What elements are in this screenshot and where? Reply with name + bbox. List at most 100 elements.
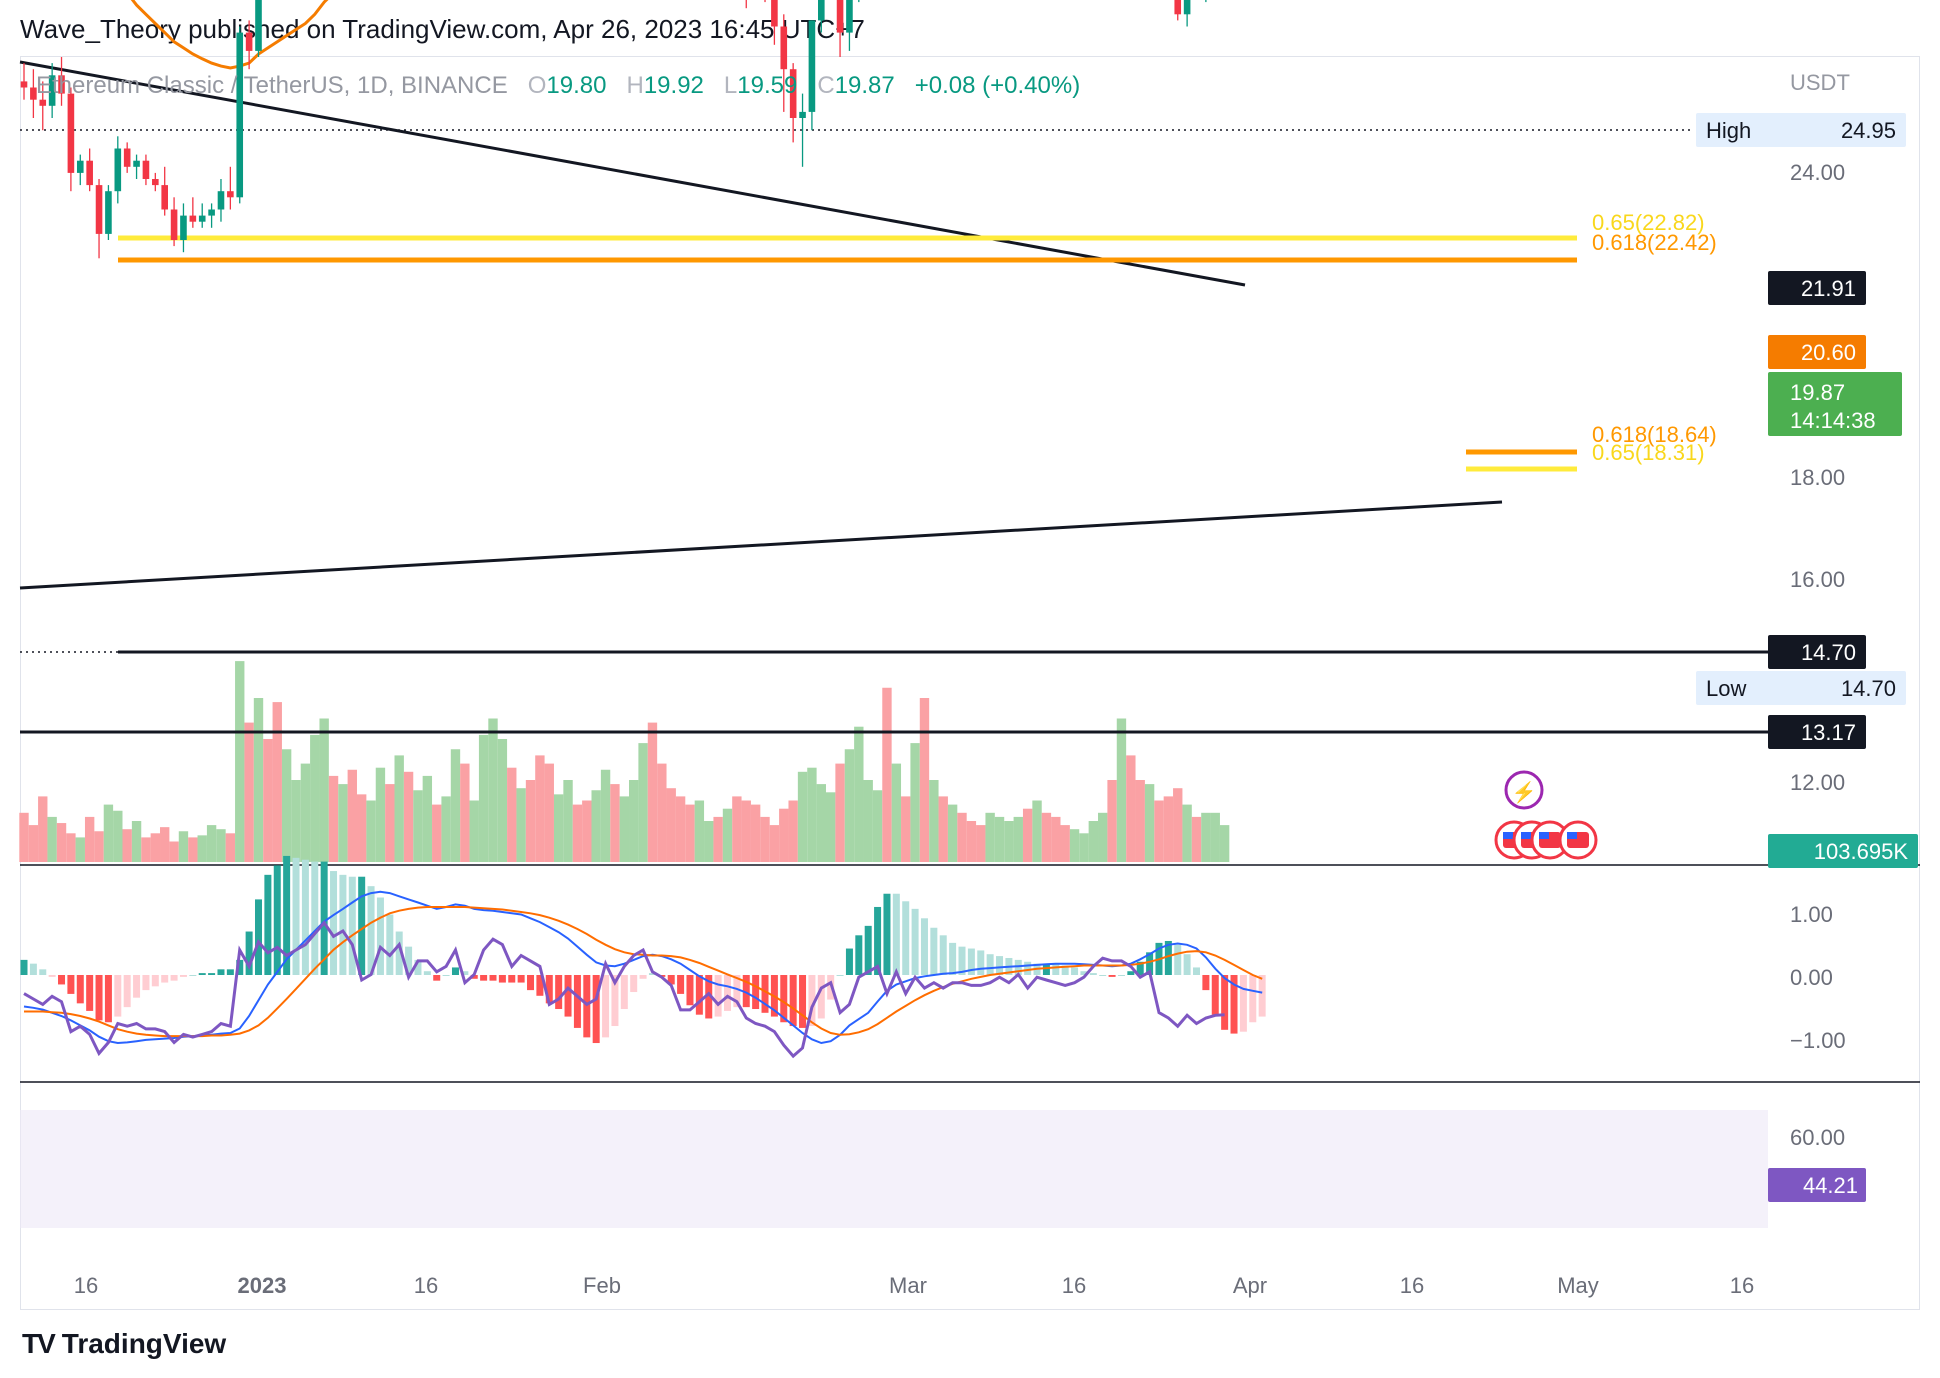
lightning-event-icon xyxy=(1504,770,1544,810)
symbol-name[interactable]: Ethereum Classic / TetherUS, 1D, BINANCE xyxy=(36,72,508,99)
macd-histogram-bar xyxy=(311,861,319,975)
macd-histogram-bar xyxy=(433,975,441,981)
footer-brand[interactable]: TV TradingView xyxy=(22,1328,226,1360)
macd-histogram-bar xyxy=(883,893,891,975)
volume-bar xyxy=(685,804,695,862)
high-price-tag xyxy=(1696,113,1906,147)
macd-histogram-bar xyxy=(330,871,338,975)
volume-bar xyxy=(1163,796,1174,862)
macd-histogram-bar xyxy=(1221,975,1229,1030)
volume-bar xyxy=(610,784,620,862)
macd-histogram-bar xyxy=(489,975,497,981)
macd-histogram-bar xyxy=(573,975,581,1028)
close-label: C xyxy=(817,72,835,99)
macd-histogram-bar xyxy=(874,906,882,975)
candle-body xyxy=(105,191,112,234)
volume-bar xyxy=(694,800,705,862)
macd-histogram-bar xyxy=(1108,975,1116,977)
volume-bar xyxy=(356,794,367,862)
price-axis-tick: 12.00 xyxy=(1790,770,1845,795)
candle-body xyxy=(152,179,159,186)
macd-histogram-bar xyxy=(264,874,272,975)
us-flag-canton xyxy=(1521,832,1531,839)
volume-bar xyxy=(291,780,301,862)
candle-body xyxy=(799,111,806,118)
volume-bar xyxy=(619,796,630,862)
candle-body xyxy=(189,215,197,222)
macd-histogram-bar xyxy=(1211,975,1219,1015)
volume-bar xyxy=(94,831,104,862)
macd-histogram-bar xyxy=(527,975,535,991)
volume-bar xyxy=(56,823,67,862)
macd-histogram-bar xyxy=(39,969,47,975)
chart-frame xyxy=(20,56,1920,1310)
macd-histogram-bar xyxy=(996,956,1004,975)
volume-bar xyxy=(1191,816,1202,862)
volume-bar xyxy=(375,767,386,862)
volume-bar xyxy=(563,780,573,862)
volume-bar xyxy=(1219,825,1230,862)
volume-bar xyxy=(84,816,95,862)
x-axis-label: Apr xyxy=(1233,1273,1267,1298)
volume-bar xyxy=(535,755,545,862)
candle-body xyxy=(771,0,778,27)
candle-body xyxy=(170,209,178,240)
volume-bar xyxy=(572,804,583,862)
macd-histogram-bar xyxy=(151,975,159,987)
macd-histogram-bar xyxy=(189,975,197,976)
rsi-value: 44.21 xyxy=(1803,1173,1858,1198)
volume-bar xyxy=(722,808,733,862)
macd-histogram-bar xyxy=(808,975,816,1027)
volume-bar xyxy=(891,763,902,862)
volume-bar xyxy=(497,739,508,862)
macd-line xyxy=(23,890,1263,1045)
volume-bar xyxy=(779,808,789,862)
open-value: 19.80 xyxy=(546,72,607,99)
volume-bar xyxy=(413,790,423,862)
volume-bar xyxy=(1051,816,1061,862)
macd-histogram-bar xyxy=(1146,952,1154,975)
macd-histogram-bar xyxy=(1136,961,1144,975)
macd-histogram-bar xyxy=(198,973,206,975)
volume-bar xyxy=(300,763,311,862)
macd-histogram-bar xyxy=(958,946,966,975)
candle-body xyxy=(180,215,187,240)
candle-body xyxy=(48,75,56,106)
volume-bar xyxy=(432,804,442,862)
volume-bar xyxy=(1041,812,1052,862)
x-axis-label: 16 xyxy=(1730,1273,1754,1298)
volume-bar xyxy=(525,780,536,862)
macd-histogram-bar xyxy=(480,975,488,981)
macd-histogram-bar xyxy=(1164,940,1172,975)
macd-histogram-bar xyxy=(48,975,56,977)
macd-histogram-bar xyxy=(742,975,750,1008)
volume-bar xyxy=(244,722,254,862)
candle-body xyxy=(255,0,262,51)
macd-histogram-bar xyxy=(789,975,797,1027)
volume-bar xyxy=(385,784,395,862)
low-label: L xyxy=(723,72,738,99)
volume-bar xyxy=(788,800,798,862)
volume-bar xyxy=(422,775,433,862)
macd-histogram-bar xyxy=(367,886,375,975)
macd-histogram-bar xyxy=(1239,975,1247,1032)
volume-bar xyxy=(197,835,207,862)
macd-histogram-bar xyxy=(58,975,66,985)
macd-histogram-bar xyxy=(348,876,356,975)
macd-histogram-bar xyxy=(236,959,244,975)
x-axis-label: 16 xyxy=(414,1273,438,1298)
macd-histogram-bar xyxy=(949,942,957,975)
volume-bar xyxy=(47,816,57,862)
x-axis-label: 16 xyxy=(74,1273,98,1298)
macd-histogram-bar xyxy=(752,975,760,1010)
x-axis-label: Mar xyxy=(889,1273,927,1298)
volume-bar xyxy=(113,810,123,862)
volume-bar xyxy=(797,771,808,862)
volume-bar xyxy=(28,825,39,862)
low-level-price-tag-value: 14.70 xyxy=(1801,640,1856,665)
volume-bar xyxy=(338,784,348,862)
macd-histogram-bar xyxy=(967,948,975,975)
volume-bar xyxy=(947,804,958,862)
volume-bar xyxy=(732,796,742,862)
